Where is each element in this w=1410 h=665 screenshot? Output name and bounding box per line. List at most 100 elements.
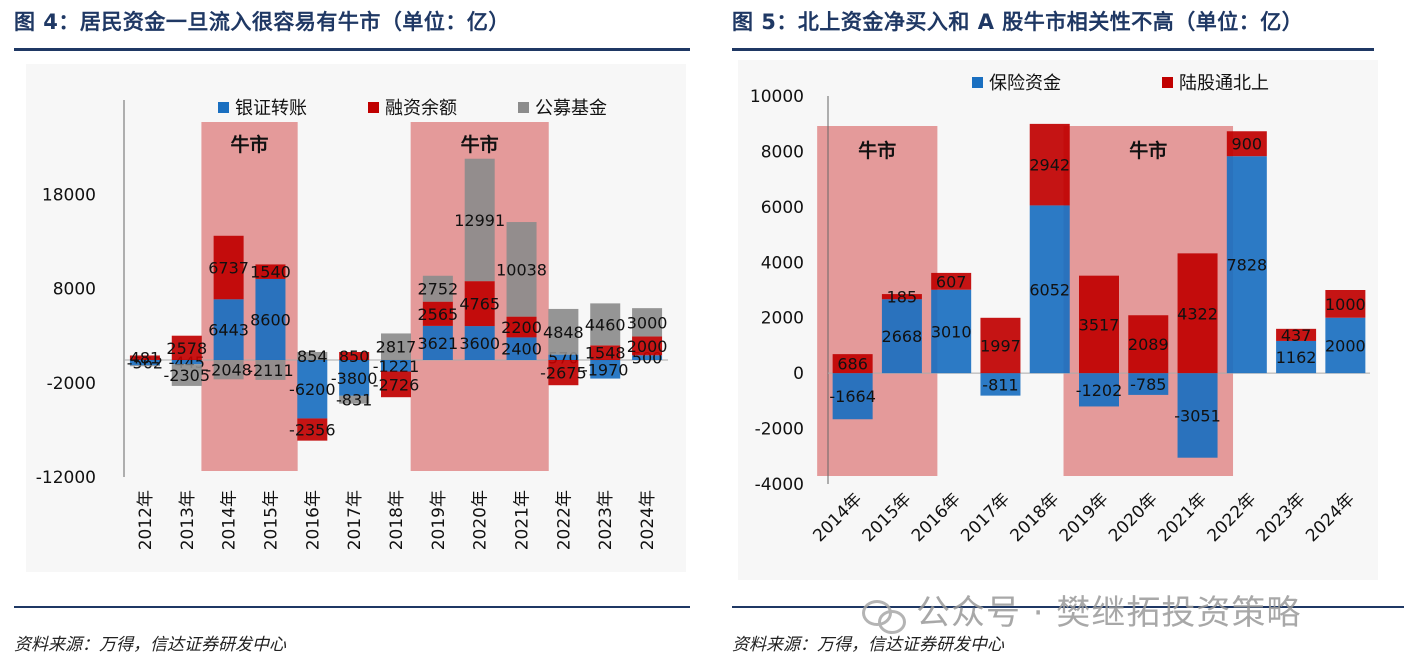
x-tick-label: 2017年: [345, 490, 365, 550]
bar-公募基金: [297, 351, 328, 360]
bull-market-label: 牛市: [858, 139, 896, 162]
legend-swatch: [368, 102, 379, 113]
chart-4-top-rule: [14, 48, 690, 51]
data-label: 4322: [1177, 304, 1218, 323]
data-label: 1162: [1276, 348, 1317, 367]
bar-银证转账: [506, 337, 537, 360]
y-tick-label: 0: [793, 364, 804, 384]
data-label: -811: [982, 375, 1018, 394]
y-tick-label: -12000: [36, 468, 96, 488]
bar-保险资金: [1029, 205, 1070, 374]
x-tick-label: 2015年: [859, 489, 916, 546]
x-tick-label: 2019年: [1056, 489, 1113, 546]
chart-5-top-rule: [732, 48, 1374, 51]
bar-银证转账: [171, 360, 202, 365]
chart-4-source: 资料来源：万得，信达证券研发中心: [14, 635, 286, 655]
bar-融资余额: [422, 301, 453, 326]
bar-融资余额: [171, 335, 202, 360]
data-label: 6737: [208, 259, 249, 278]
data-label: 1997: [980, 336, 1021, 355]
x-tick-label: 2014年: [220, 490, 240, 550]
data-label: -831: [336, 391, 372, 410]
chart-5-title: 图 5：北上资金净买入和 A 股牛市相关性不高（单位：亿）: [732, 10, 1304, 34]
bar-融资余额: [339, 351, 370, 360]
bar-银证转账: [548, 354, 579, 360]
data-label: 3517: [1079, 315, 1120, 334]
x-tick-label: 2016年: [303, 490, 323, 550]
bull-market-label: 牛市: [231, 133, 269, 156]
bar-融资余额: [464, 281, 495, 327]
bar-融资余额: [129, 355, 160, 360]
bar-融资余额: [381, 371, 411, 398]
data-label: 8600: [250, 310, 291, 329]
bar-陆股通北上: [1226, 131, 1267, 157]
data-label: 2000: [1325, 336, 1366, 355]
data-label: -785: [1130, 375, 1166, 394]
bar-融资余额: [297, 418, 328, 441]
data-label: 4765: [459, 295, 500, 314]
chart-4-title: 图 4：居民资金一旦流入很容易有牛市（单位：亿）: [14, 10, 510, 34]
y-tick-label: 2000: [761, 309, 804, 329]
data-label: 1000: [1325, 295, 1366, 314]
y-tick-label: 8000: [761, 142, 804, 162]
bar-公募基金: [171, 364, 202, 386]
x-tick-label: 2022年: [1204, 489, 1261, 546]
bar-公募基金: [339, 395, 370, 404]
data-label: 481: [130, 349, 161, 368]
bar-保险资金: [980, 373, 1021, 396]
bull-market-label: 牛市: [461, 133, 499, 156]
x-tick-label: 2016年: [908, 489, 965, 546]
bar-融资余额: [506, 316, 537, 338]
data-label: -6200: [289, 380, 336, 399]
x-tick-label: 2022年: [554, 490, 574, 550]
bar-银证转账: [422, 325, 453, 360]
chart-5-source: 资料来源：万得，信达证券研发中心: [732, 635, 1004, 655]
bar-公募基金: [129, 365, 160, 367]
y-tick-label: 4000: [761, 253, 804, 273]
bar-保险资金: [1177, 373, 1218, 458]
bar-公募基金: [548, 308, 579, 355]
data-label: 2578: [166, 339, 207, 358]
y-tick-label: 10000: [750, 87, 804, 107]
x-tick-label: 2013年: [178, 490, 198, 550]
x-tick-label: 2018年: [1007, 489, 1064, 546]
data-label: 3000: [627, 313, 668, 332]
bar-保险资金: [832, 373, 873, 420]
data-label: -2305: [164, 366, 211, 385]
x-tick-label: 2018年: [387, 490, 407, 550]
data-label: -1221: [373, 357, 420, 376]
data-label: 1540: [250, 263, 291, 282]
data-label: 10038: [496, 260, 547, 279]
data-label: 3010: [931, 322, 972, 341]
bar-陆股通北上: [1128, 315, 1169, 374]
legend-label: 公募基金: [535, 98, 607, 119]
bar-陆股通北上: [931, 272, 972, 290]
x-tick-label: 2019年: [429, 490, 449, 550]
bull-market-label: 牛市: [1129, 139, 1167, 162]
bar-陆股通北上: [1029, 123, 1070, 206]
x-tick-label: 2024年: [1302, 489, 1359, 546]
data-label: 6443: [208, 321, 249, 340]
wechat-icon: [862, 598, 908, 634]
x-tick-label: 2021年: [513, 490, 533, 550]
y-tick-label: -2000: [47, 374, 96, 394]
data-label: -3051: [1174, 406, 1221, 425]
data-label: -3800: [331, 369, 378, 388]
bar-融资余额: [213, 235, 244, 300]
data-label: -2726: [373, 375, 420, 394]
data-label: -1202: [1076, 381, 1123, 400]
data-label: 2565: [417, 305, 458, 324]
bar-陆股通北上: [1276, 328, 1317, 341]
data-label: -2048: [205, 361, 252, 380]
data-label: 900: [1232, 135, 1263, 154]
y-tick-label: 8000: [53, 280, 96, 300]
data-label: -2356: [289, 421, 336, 440]
legend-swatch: [218, 102, 229, 113]
x-tick-label: 2017年: [957, 489, 1014, 546]
bar-公募基金: [590, 303, 621, 346]
bar-公募基金: [213, 360, 244, 380]
bar-银证转账: [129, 360, 160, 366]
bar-银证转账: [590, 360, 621, 379]
data-label: -2675: [540, 364, 587, 383]
